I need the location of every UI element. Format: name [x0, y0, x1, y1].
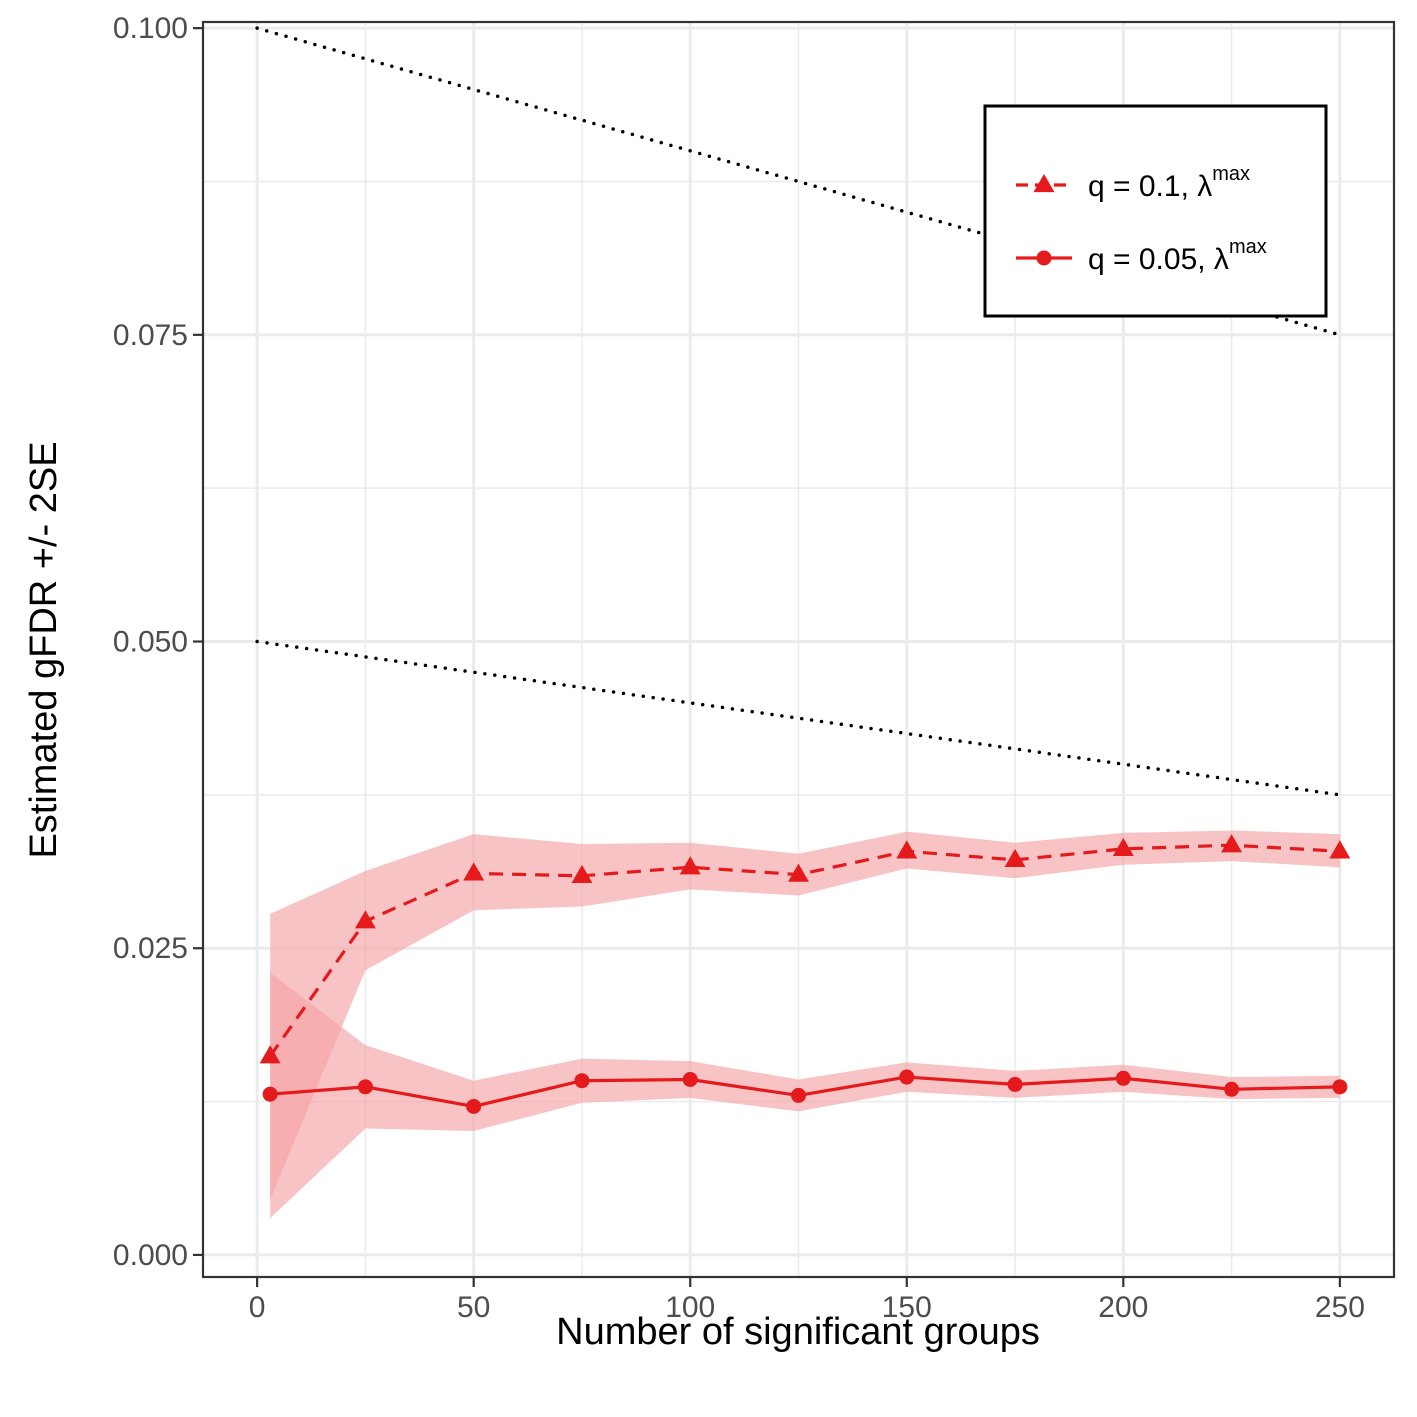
data-point-triangle: [1329, 840, 1351, 859]
data-point-circle: [791, 1087, 806, 1103]
reference-line-1: [255, 639, 1342, 797]
data-point-circle: [574, 1073, 590, 1089]
legend-label-q01: q = 0.1, λmax: [1088, 163, 1250, 203]
data-point-circle: [899, 1069, 915, 1085]
data-point-circle: [682, 1071, 698, 1087]
y-tick-label: 0.075: [113, 319, 188, 352]
legend-key-triangle: [1033, 174, 1055, 193]
data-point-circle: [1115, 1070, 1131, 1086]
data-point-triangle: [354, 910, 376, 929]
reference-lines: [255, 26, 1342, 797]
confidence-band-0: [270, 830, 1340, 1200]
y-axis-title: Estimated gFDR +/- 2SE: [23, 441, 65, 858]
plot-frame: [201, 20, 1396, 1279]
data-point-circle: [262, 1086, 278, 1102]
legend: q = 0.1, λmax q = 0.05, λmax: [983, 104, 1328, 318]
data-point-triangle: [1112, 837, 1134, 857]
x-tick-label: 150: [882, 1291, 932, 1324]
data-point-circle: [357, 1079, 373, 1095]
x-axis-title: Number of significant groups: [556, 1311, 1040, 1353]
series-markers: [259, 834, 1351, 1114]
legend-key-circle: [1036, 250, 1052, 266]
axes: 0.000 0.025 0.050 0.075 0.100 0 50 100 150 200 250: [113, 12, 1365, 1324]
data-point-circle: [1224, 1081, 1240, 1097]
x-tick-label: 200: [1098, 1291, 1148, 1324]
x-tick-label: 250: [1315, 1291, 1365, 1324]
data-point-circle: [1007, 1076, 1023, 1092]
y-tick-label: 0.025: [113, 932, 188, 965]
y-tick-label: 0.050: [113, 626, 188, 659]
data-point-triangle: [788, 863, 809, 882]
data-point-circle: [1332, 1079, 1348, 1095]
x-tick-label: 0: [249, 1291, 266, 1324]
x-tick-label: 50: [457, 1291, 490, 1324]
legend-keys: [1016, 174, 1072, 266]
x-tick-label: 100: [665, 1291, 715, 1324]
y-tick-label: 0.000: [113, 1239, 188, 1272]
legend-label-q005: q = 0.05, λmax: [1088, 236, 1267, 276]
data-point-triangle: [1221, 834, 1243, 853]
data-point-triangle: [259, 1045, 281, 1064]
data-point-circle: [466, 1098, 482, 1114]
legend-box: [983, 104, 1328, 318]
data-point-triangle: [679, 856, 701, 875]
data-point-triangle: [571, 864, 593, 883]
data-point-triangle: [1004, 848, 1026, 868]
data-point-triangle: [463, 862, 485, 881]
data-point-triangle: [896, 840, 918, 859]
y-tick-label: 0.100: [113, 12, 188, 45]
